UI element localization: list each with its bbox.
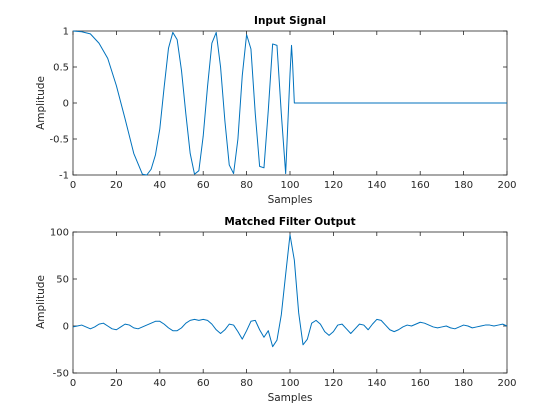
input-signal-xtick-label: 60 bbox=[197, 180, 210, 191]
input-signal-line bbox=[72, 30, 507, 176]
matched-filter-xtick-label: 180 bbox=[454, 378, 473, 389]
input-signal-ytick-label: 1 bbox=[63, 27, 69, 38]
matched-filter-ytick-label: 100 bbox=[50, 228, 69, 239]
matched-filter-xtick-label: 60 bbox=[197, 378, 210, 389]
input-signal-xtick-label: 80 bbox=[240, 180, 253, 191]
input-signal-plot: Input Signal 0 20 40 60 80 100 120 140 160 180 200… bbox=[35, 15, 517, 206]
input-signal-yticks: -1 -0.5 0 0.5 1 bbox=[49, 27, 507, 182]
matched-filter-ytick-label: 50 bbox=[56, 275, 69, 286]
input-signal-xtick-label: 0 bbox=[70, 180, 76, 191]
matched-filter-xtick-label: 0 bbox=[70, 378, 76, 389]
matched-filter-line bbox=[72, 234, 508, 348]
input-signal-xtick-label: 180 bbox=[454, 180, 473, 191]
matched-filter-xlabel: Samples bbox=[268, 392, 313, 404]
input-signal-xtick-label: 100 bbox=[280, 180, 299, 191]
input-signal-xtick-label: 160 bbox=[411, 180, 430, 191]
input-signal-ytick-label: 0 bbox=[63, 99, 69, 110]
input-signal-ytick-label: -1 bbox=[59, 171, 69, 182]
input-signal-xlabel: Samples bbox=[268, 194, 313, 206]
matched-filter-xtick-label: 40 bbox=[153, 378, 166, 389]
input-signal-xticks: 0 20 40 60 80 100 120 140 160 180 200 bbox=[70, 31, 517, 191]
matched-filter-xtick-label: 140 bbox=[367, 378, 386, 389]
input-signal-xtick-label: 140 bbox=[367, 180, 386, 191]
input-signal-xtick-label: 40 bbox=[153, 180, 166, 191]
matched-filter-title: Matched Filter Output bbox=[224, 216, 355, 228]
input-signal-xtick-label: 20 bbox=[110, 180, 123, 191]
matched-filter-ylabel: Amplitude bbox=[35, 275, 47, 329]
matched-filter-xtick-label: 200 bbox=[497, 378, 516, 389]
matched-filter-xtick-label: 100 bbox=[280, 378, 299, 389]
matched-filter-axes-box bbox=[72, 231, 508, 374]
input-signal-ylabel: Amplitude bbox=[35, 76, 47, 130]
matched-filter-ytick-label: -50 bbox=[53, 369, 69, 380]
matched-filter-xtick-label: 20 bbox=[110, 378, 123, 389]
matched-filter-xtick-label: 160 bbox=[411, 378, 430, 389]
matched-filter-xtick-label: 120 bbox=[324, 378, 343, 389]
input-signal-title: Input Signal bbox=[254, 15, 326, 27]
matched-filter-xtick-label: 80 bbox=[240, 378, 253, 389]
input-signal-xtick-label: 200 bbox=[497, 180, 516, 191]
matched-filter-plot: Matched Filter Output 0 20 40 60 80 100 120 140… bbox=[35, 216, 517, 404]
matched-filter-xticks: 0 20 40 60 80 100 120 140 160 180 200 bbox=[70, 232, 517, 389]
input-signal-xtick-label: 120 bbox=[324, 180, 343, 191]
input-signal-ytick-label: 0.5 bbox=[53, 63, 69, 74]
matched-filter-ytick-label: 0 bbox=[63, 322, 69, 333]
input-signal-ytick-label: -0.5 bbox=[49, 135, 69, 146]
